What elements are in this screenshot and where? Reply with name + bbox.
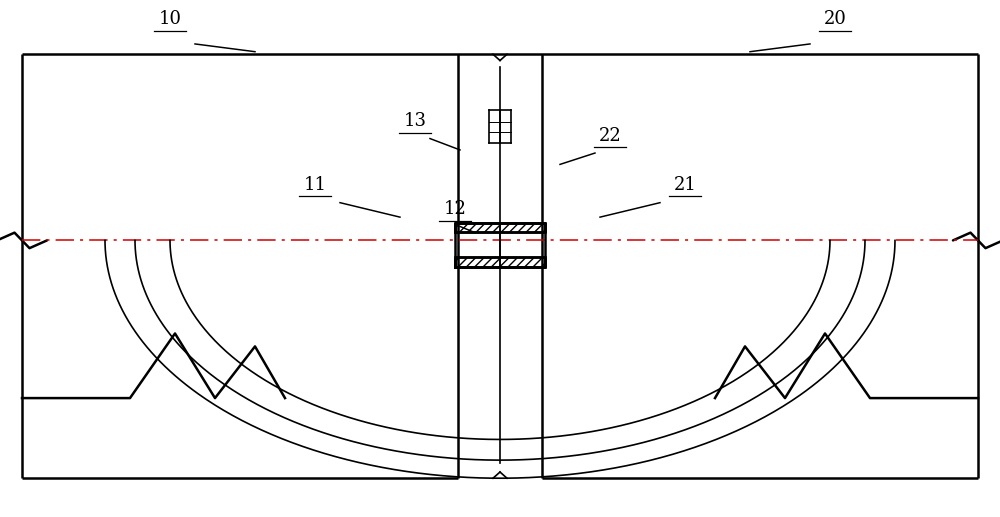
Text: 21: 21	[674, 176, 696, 194]
Text: 20: 20	[824, 10, 846, 28]
Bar	[455, 257, 545, 266]
Text: 13: 13	[404, 112, 426, 130]
Text: 22: 22	[599, 127, 621, 145]
Text: 11: 11	[304, 176, 326, 194]
Text: 10: 10	[158, 10, 182, 28]
Bar	[455, 223, 545, 232]
Text: 12: 12	[444, 200, 466, 218]
